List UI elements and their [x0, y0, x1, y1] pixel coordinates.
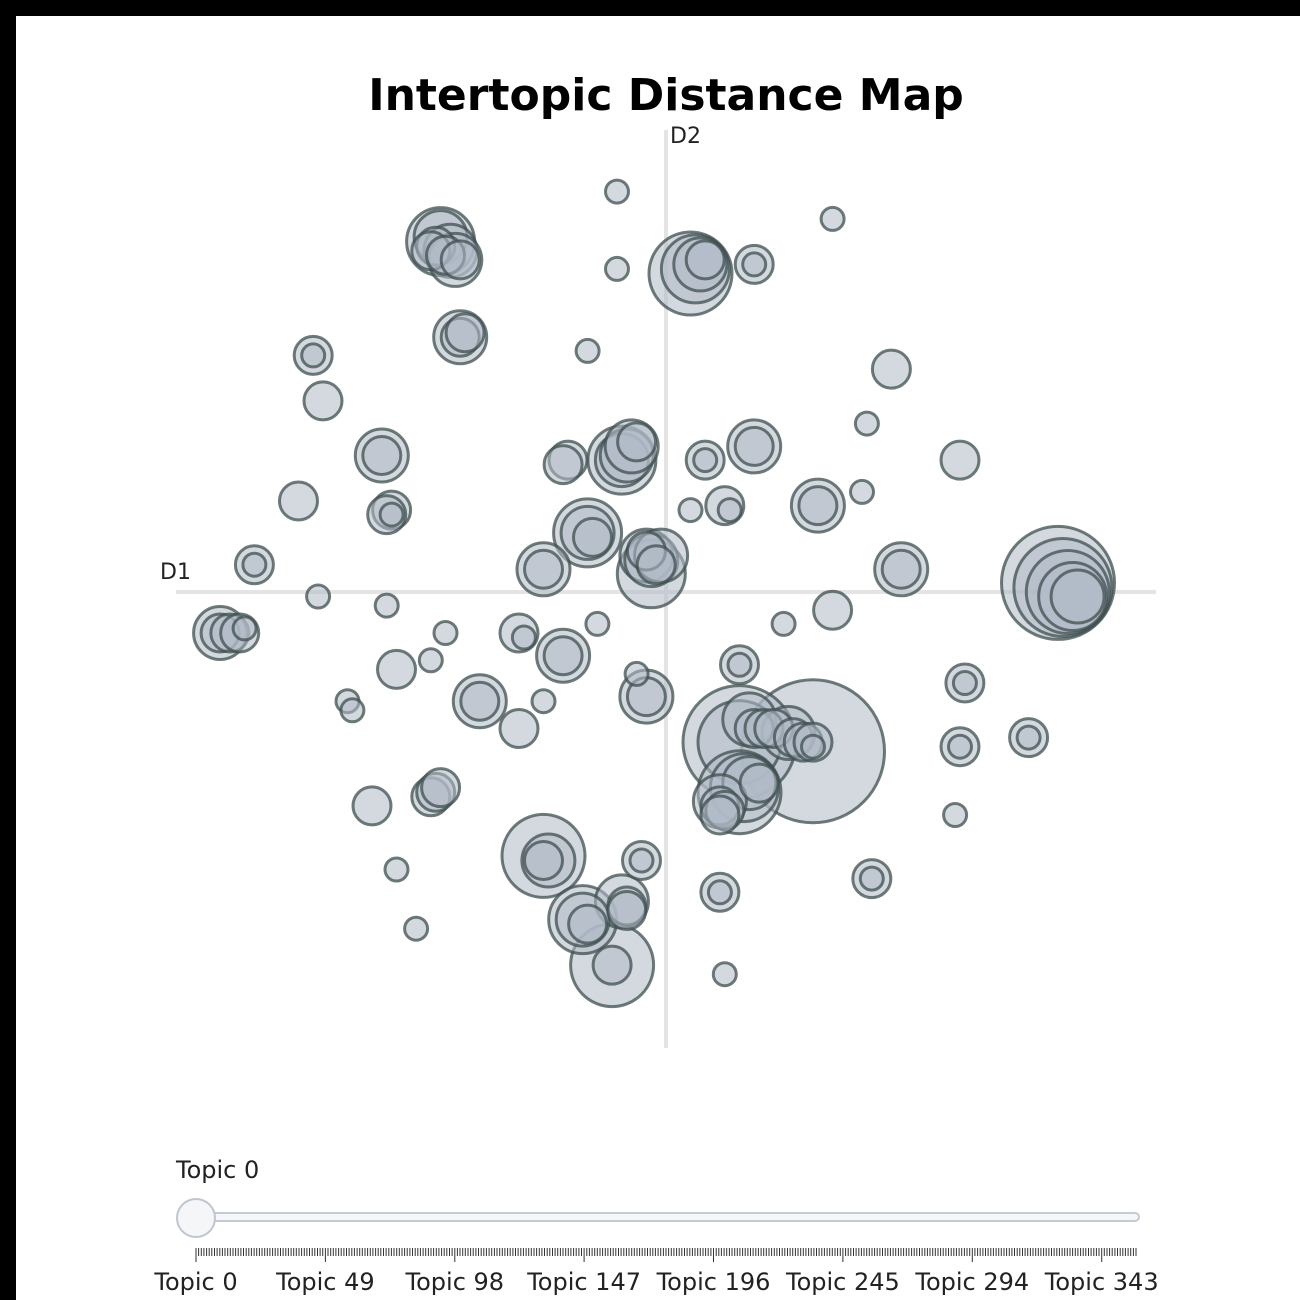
topic-bubble[interactable]: [870, 348, 912, 390]
topic-bubble[interactable]: [278, 480, 319, 522]
slider-tick-label[interactable]: Topic 0: [154, 1268, 238, 1296]
topic-bubble[interactable]: [305, 583, 332, 610]
slider-tick-label[interactable]: Topic 294: [915, 1268, 1030, 1296]
topic-bubble[interactable]: [432, 620, 459, 646]
topic-bubble[interactable]: [403, 915, 430, 942]
topic-bubble[interactable]: [939, 439, 981, 481]
topic-bubble[interactable]: [574, 337, 601, 364]
topic-bubble[interactable]: [572, 516, 613, 558]
topic-bubble[interactable]: [812, 589, 854, 631]
topic-bubble[interactable]: [231, 615, 258, 642]
topic-bubble[interactable]: [733, 425, 775, 467]
topic-bubble[interactable]: [711, 961, 738, 988]
slider-tick-label[interactable]: Topic 49: [276, 1268, 375, 1296]
topic-bubble[interactable]: [738, 762, 780, 804]
topic-bubble[interactable]: [1049, 568, 1106, 625]
topic-bubble[interactable]: [819, 205, 846, 232]
topic-bubble[interactable]: [567, 903, 609, 945]
topic-bubble[interactable]: [530, 688, 557, 715]
topic-bubble[interactable]: [591, 944, 633, 986]
topic-bubble[interactable]: [378, 501, 405, 528]
slider-tick-label[interactable]: Topic 98: [405, 1268, 505, 1296]
topic-bubble[interactable]: [797, 485, 839, 527]
topic-bubble[interactable]: [459, 680, 501, 722]
topic-bubble[interactable]: [616, 421, 658, 463]
topic-bubble[interactable]: [635, 544, 677, 586]
topic-bubble[interactable]: [623, 660, 650, 687]
topic-bubble[interactable]: [300, 342, 327, 369]
topic-bubble[interactable]: [741, 251, 768, 278]
topic-bubble[interactable]: [376, 648, 417, 690]
topic-bubble[interactable]: [604, 255, 630, 282]
topic-bubble[interactable]: [584, 610, 611, 637]
topic-bubble[interactable]: [1015, 724, 1042, 751]
topic-bubble[interactable]: [770, 610, 797, 637]
slider-tick-label[interactable]: Topic 196: [656, 1268, 771, 1296]
slider-handle[interactable]: [176, 1198, 216, 1238]
topic-bubble[interactable]: [606, 890, 648, 931]
slider-tick-label[interactable]: Topic 147: [527, 1268, 641, 1296]
topic-bubble[interactable]: [942, 802, 969, 828]
topic-bubble[interactable]: [677, 497, 704, 524]
topic-bubble[interactable]: [947, 733, 973, 760]
topic-bubble[interactable]: [692, 447, 719, 474]
topic-bubble[interactable]: [699, 794, 741, 836]
topic-bubble[interactable]: [853, 410, 880, 437]
topic-bubble[interactable]: [951, 670, 978, 696]
topic-bubble[interactable]: [849, 478, 875, 505]
topic-bubble[interactable]: [726, 651, 753, 678]
topic-bubble[interactable]: [383, 856, 410, 883]
topic-bubble[interactable]: [241, 551, 268, 578]
topic-bubble[interactable]: [439, 239, 481, 281]
topic-bubble[interactable]: [361, 435, 403, 476]
topic-bubble[interactable]: [880, 548, 922, 590]
slider-rail[interactable]: [196, 1212, 1140, 1222]
topic-bubble[interactable]: [604, 178, 630, 205]
topic-bubble[interactable]: [420, 767, 462, 809]
topic-bubble[interactable]: [523, 548, 564, 590]
topic-bubble[interactable]: [716, 497, 743, 524]
topic-bubble[interactable]: [542, 635, 584, 677]
topic-bubbles[interactable]: [192, 178, 1116, 1009]
topic-bubble[interactable]: [628, 847, 655, 874]
slider-tick-label[interactable]: Topic 343: [1044, 1268, 1159, 1296]
topic-bubble[interactable]: [858, 865, 885, 892]
topic-bubble[interactable]: [339, 697, 366, 724]
topic-bubble[interactable]: [351, 785, 393, 827]
topic-bubble[interactable]: [373, 592, 400, 619]
topic-bubble[interactable]: [510, 624, 537, 651]
chart-title: Intertopic Distance Map: [368, 70, 964, 121]
topic-bubble[interactable]: [302, 380, 344, 422]
topic-bubble[interactable]: [542, 444, 584, 486]
slider-current-value: Topic 0: [176, 1156, 260, 1184]
x-axis-label: D1: [160, 560, 191, 585]
topic-bubble[interactable]: [523, 840, 564, 881]
slider-tick-label[interactable]: Topic 245: [785, 1268, 900, 1296]
topic-bubble[interactable]: [800, 733, 826, 760]
topic-bubble[interactable]: [498, 708, 540, 749]
topic-bubble[interactable]: [417, 647, 444, 674]
y-axis-label: D2: [670, 124, 701, 149]
topic-bubble[interactable]: [684, 239, 726, 281]
topic-bubble[interactable]: [706, 879, 733, 906]
topic-bubble[interactable]: [444, 312, 486, 354]
